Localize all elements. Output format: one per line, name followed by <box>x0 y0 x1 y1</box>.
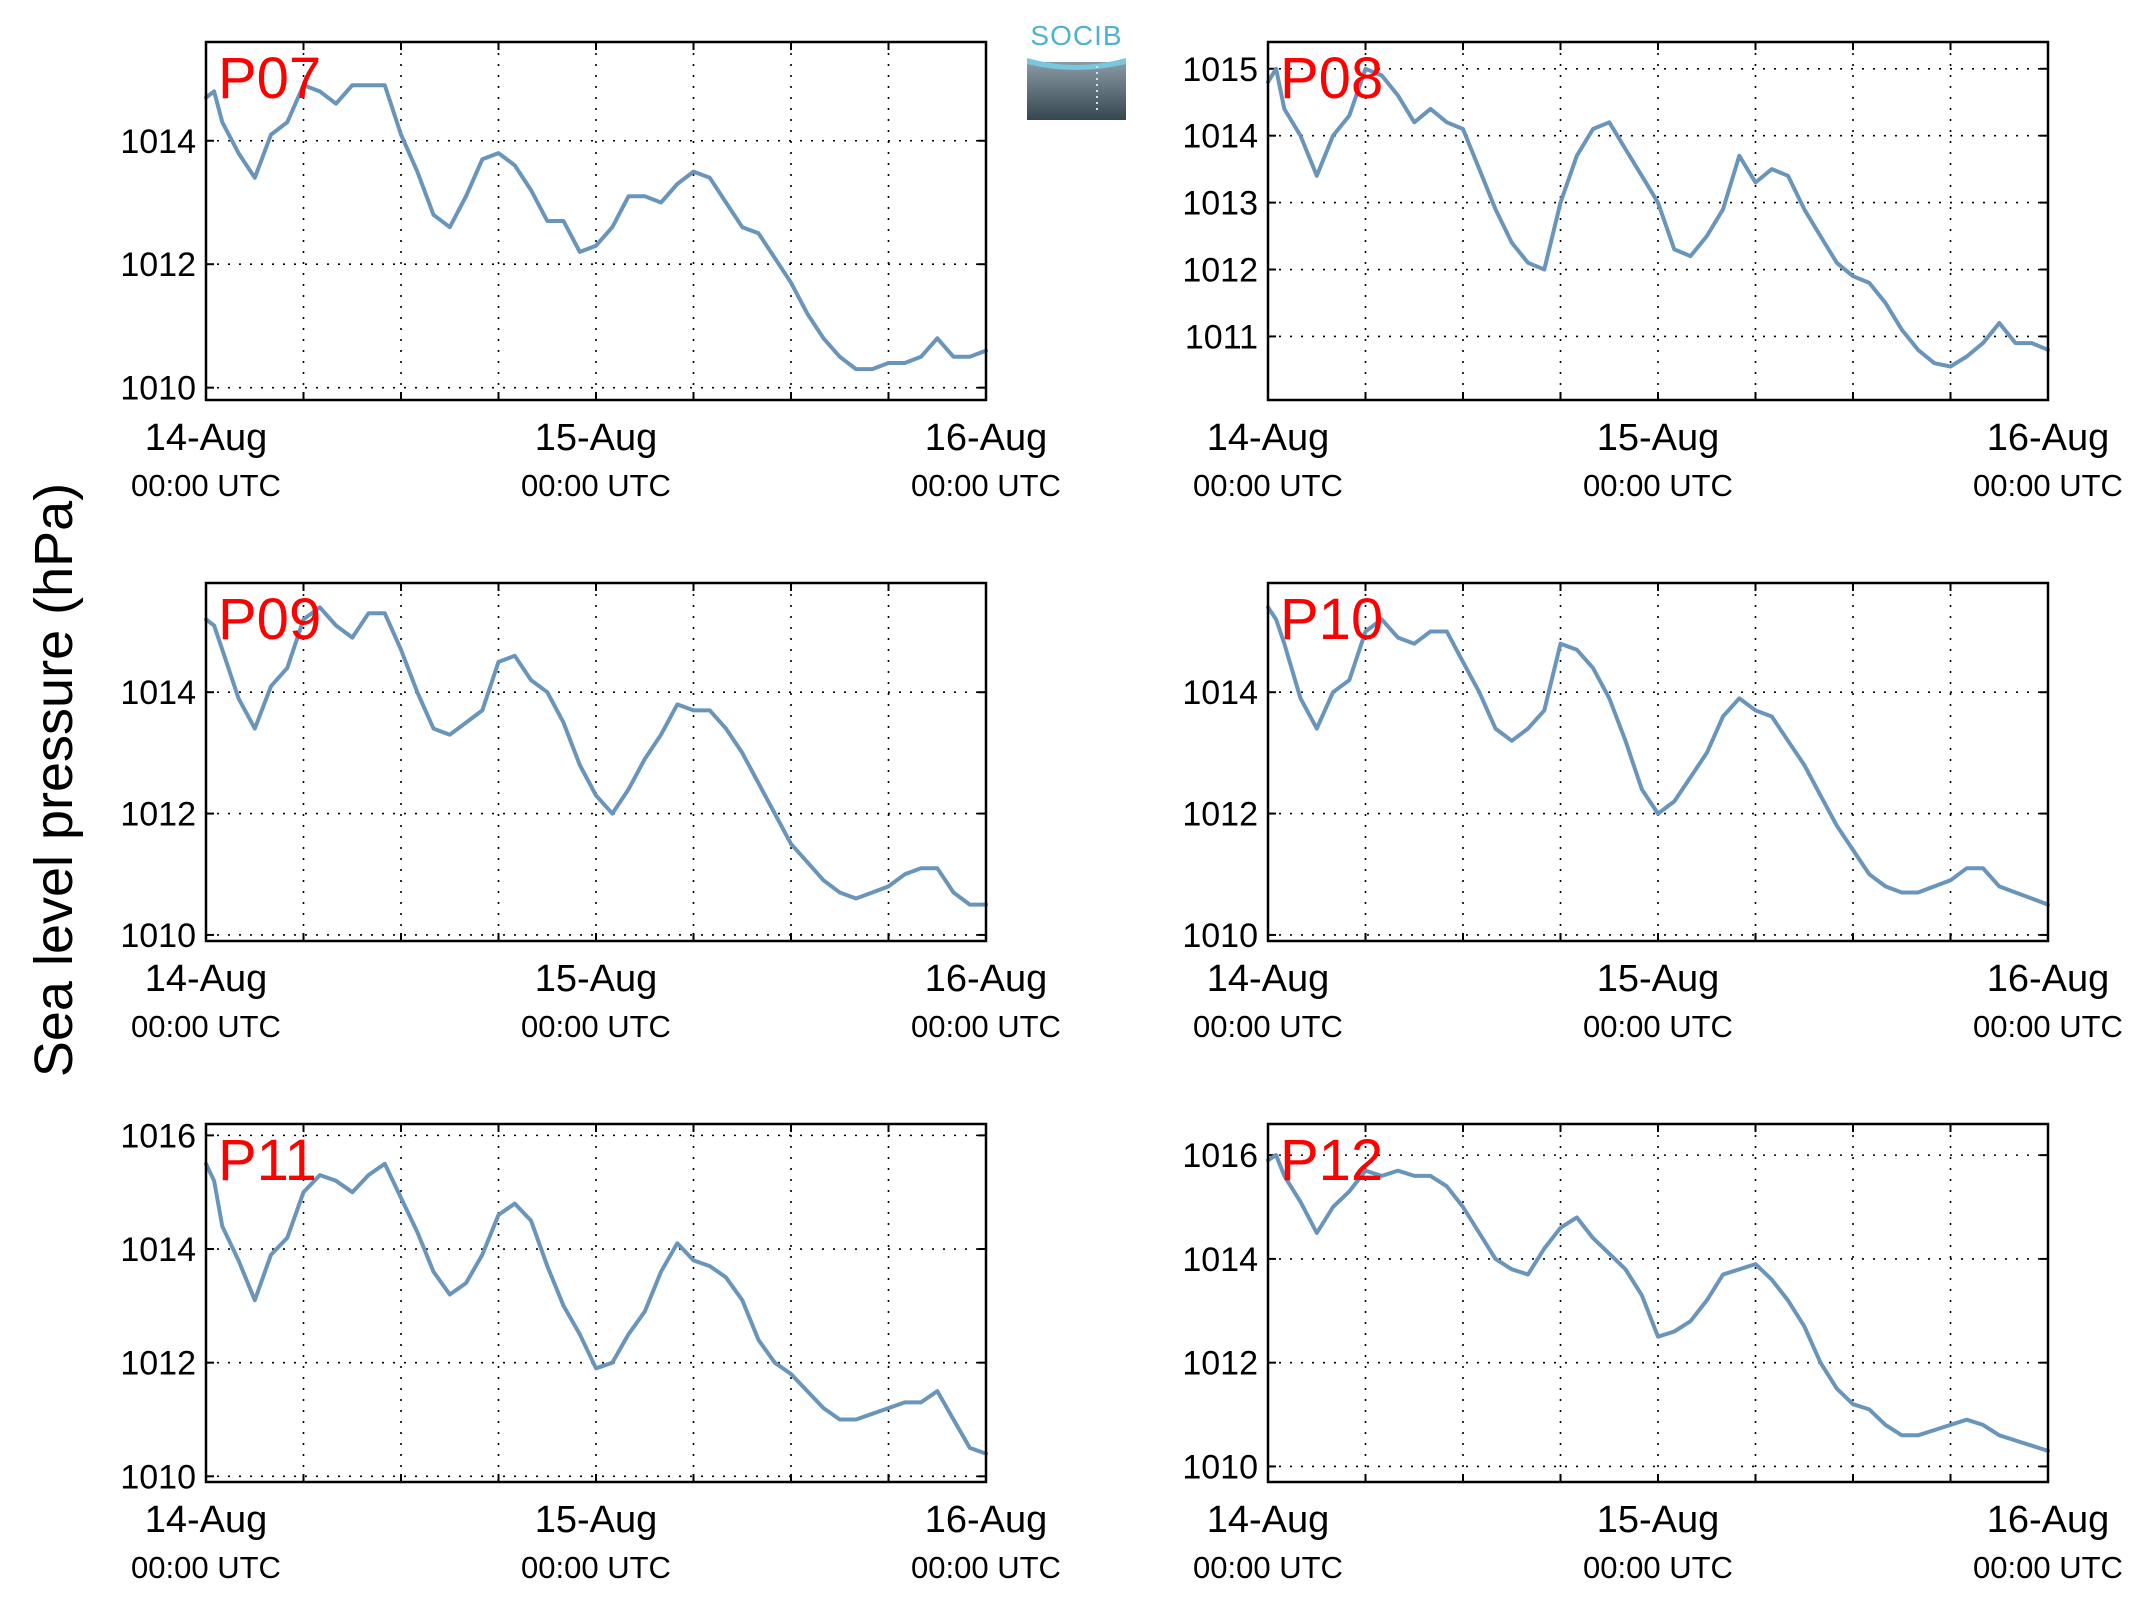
x-tick-label-date: 15-Aug <box>1597 958 1720 1000</box>
y-tick-label: 1012 <box>120 246 196 284</box>
panel-label: P10 <box>1280 587 1383 652</box>
panel-p08: 1011 1012 1013 1014 1015 14-Aug 00:00 UTC 15-Au… <box>1182 40 2123 503</box>
x-tick-label-time: 00:00 UTC <box>911 468 1061 503</box>
y-tick-label: 1016 <box>1182 1137 1258 1175</box>
x-tick-label-time: 00:00 UTC <box>1193 1550 1343 1585</box>
pressure-series-line <box>204 605 988 907</box>
x-tick-label-time: 00:00 UTC <box>1973 468 2123 503</box>
y-tick-label: 1010 <box>120 917 196 955</box>
socib-logo: SOCIB <box>1027 20 1126 120</box>
plot-frame <box>1266 1122 2050 1484</box>
x-tick-label-time: 00:00 UTC <box>911 1009 1061 1044</box>
plot-area <box>1268 1124 2048 1482</box>
plot-area <box>1268 42 2048 400</box>
y-tick-label: 1014 <box>120 123 196 161</box>
y-tick-label: 1012 <box>120 796 196 834</box>
x-tick-label-time: 00:00 UTC <box>911 1550 1061 1585</box>
x-tick-label-time: 00:00 UTC <box>1193 468 1343 503</box>
pressure-series-line <box>1266 1153 2050 1453</box>
panel-label: P08 <box>1280 46 1383 111</box>
pressure-series-line <box>204 83 988 372</box>
x-tick-label-date: 14-Aug <box>1207 1499 1330 1541</box>
x-tick-label-date: 16-Aug <box>1987 417 2110 459</box>
plot-frame <box>204 1122 988 1484</box>
y-tick-label: 1012 <box>120 1345 196 1383</box>
y-tick-label: 1016 <box>120 1117 196 1155</box>
x-tick-label-time: 00:00 UTC <box>131 468 281 503</box>
x-tick-label-date: 14-Aug <box>1207 417 1330 459</box>
x-tick-label-date: 15-Aug <box>1597 1499 1720 1541</box>
plot-frame <box>204 40 988 402</box>
y-tick-label: 1010 <box>1182 917 1258 955</box>
logo-block <box>1027 62 1126 120</box>
x-tick-label-time: 00:00 UTC <box>521 1550 671 1585</box>
pressure-series-line <box>204 1161 988 1456</box>
logo-wave <box>1027 58 1126 70</box>
x-tick-label-date: 16-Aug <box>925 1499 1048 1541</box>
x-tick-label-time: 00:00 UTC <box>521 1009 671 1044</box>
panel-p11: 1010 1012 1014 1016 14-Aug 00:00 UTC 15-Aug 00:… <box>120 1117 1061 1585</box>
y-tick-label: 1010 <box>120 370 196 408</box>
x-tick-label-date: 14-Aug <box>1207 958 1330 1000</box>
plot-area <box>206 583 986 941</box>
x-tick-label-date: 16-Aug <box>1987 1499 2110 1541</box>
x-tick-label-date: 15-Aug <box>535 417 658 459</box>
pressure-series-line <box>1266 605 2050 907</box>
pressure-series-line <box>1266 66 2050 369</box>
panel-p12: 1010 1012 1014 1016 14-Aug 00:00 UTC 15-Aug 00:… <box>1182 1122 2123 1585</box>
y-tick-label: 1012 <box>1182 252 1258 290</box>
y-tick-label: 1010 <box>1182 1448 1258 1486</box>
panel-label: P09 <box>218 587 321 652</box>
panel-label: P11 <box>218 1128 317 1193</box>
y-tick-label: 1015 <box>1182 51 1258 89</box>
x-tick-label-time: 00:00 UTC <box>1583 1009 1733 1044</box>
x-tick-label-date: 14-Aug <box>145 1499 268 1541</box>
plot-frame <box>204 581 988 943</box>
y-tick-label: 1012 <box>1182 796 1258 834</box>
y-tick-label: 1012 <box>1182 1345 1258 1383</box>
x-tick-label-date: 16-Aug <box>1987 958 2110 1000</box>
y-tick-label: 1014 <box>1182 674 1258 712</box>
plot-frame <box>1266 581 2050 943</box>
y-axis-title: Sea level pressure (hPa) <box>24 483 84 1077</box>
y-tick-label: 1014 <box>120 674 196 712</box>
panel-label: P07 <box>218 46 321 111</box>
x-tick-label-date: 15-Aug <box>535 1499 658 1541</box>
x-tick-label-date: 16-Aug <box>925 417 1048 459</box>
x-tick-label-date: 16-Aug <box>925 958 1048 1000</box>
x-tick-label-time: 00:00 UTC <box>1193 1009 1343 1044</box>
x-tick-label-time: 00:00 UTC <box>1583 468 1733 503</box>
x-tick-label-date: 15-Aug <box>1597 417 1720 459</box>
x-tick-label-time: 00:00 UTC <box>1973 1550 2123 1585</box>
panel-p07: 1010 1012 1014 14-Aug 00:00 UTC 15-Aug 00:00 U… <box>120 40 1061 503</box>
y-tick-label: 1013 <box>1182 185 1258 223</box>
panel-p09: 1010 1012 1014 14-Aug 00:00 UTC 15-Aug 00:00 U… <box>120 581 1061 1044</box>
y-tick-label: 1014 <box>1182 1241 1258 1279</box>
panel-p10: 1010 1012 1014 14-Aug 00:00 UTC 15-Aug 00:00 U… <box>1182 581 2123 1044</box>
x-tick-label-time: 00:00 UTC <box>1973 1009 2123 1044</box>
x-tick-label-date: 14-Aug <box>145 958 268 1000</box>
x-tick-label-time: 00:00 UTC <box>1583 1550 1733 1585</box>
y-tick-label: 1011 <box>1185 318 1258 356</box>
x-tick-label-date: 15-Aug <box>535 958 658 1000</box>
plot-frame <box>1266 40 2050 402</box>
panel-label: P12 <box>1280 1128 1383 1193</box>
x-tick-label-time: 00:00 UTC <box>131 1550 281 1585</box>
logo-text: SOCIB <box>1030 20 1122 51</box>
panel-grid: 1010 1012 1014 14-Aug 00:00 UTC 15-Aug 00:00 U… <box>120 40 2123 1585</box>
x-tick-label-time: 00:00 UTC <box>131 1009 281 1044</box>
y-tick-label: 1014 <box>1182 118 1258 156</box>
y-tick-label: 1014 <box>120 1231 196 1269</box>
x-tick-label-time: 00:00 UTC <box>521 468 671 503</box>
y-tick-label: 1010 <box>120 1458 196 1496</box>
x-tick-label-date: 14-Aug <box>145 417 268 459</box>
